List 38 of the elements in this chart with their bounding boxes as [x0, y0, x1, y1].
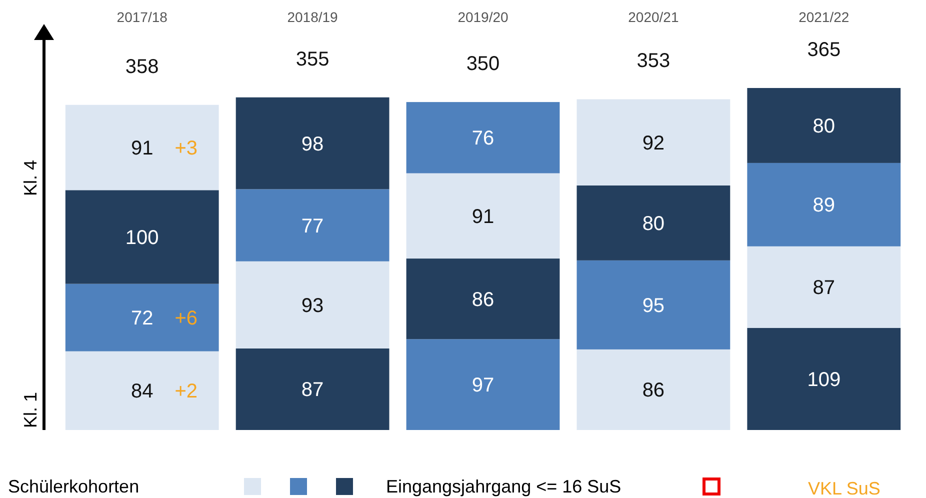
text: Kl. 1: [20, 392, 40, 428]
text: 353: [636, 50, 670, 72]
data-label: 80: [642, 212, 665, 235]
data-label: 86: [642, 380, 665, 402]
annotation: +3: [174, 138, 198, 160]
annotation: +2: [174, 380, 198, 403]
data-label: 80: [812, 115, 836, 138]
data-label: 77: [301, 215, 324, 238]
legend-title: Schülerkohorten: [8, 476, 140, 496]
text: 365: [807, 39, 841, 61]
data-label: 87: [301, 379, 324, 402]
data-label: 92: [642, 132, 665, 154]
data-label: 100: [125, 226, 159, 249]
data-label: 76: [472, 128, 494, 150]
data-label: 91: [130, 138, 154, 160]
data-label: 86: [472, 288, 494, 311]
x-tick-label: 2017/18: [116, 9, 168, 25]
data-label: 97: [472, 374, 494, 397]
data-label: 95: [642, 294, 665, 317]
x-tick-label: 2019/20: [458, 9, 509, 25]
annotation: +6: [174, 308, 198, 330]
text: Kl. 4: [20, 160, 40, 196]
x-tick-label: 2021/22: [798, 9, 850, 25]
data-label: 91: [472, 206, 494, 228]
text: 358: [125, 56, 159, 78]
data-label: 84: [130, 380, 154, 403]
data-label: 109: [807, 368, 841, 391]
data-label: 93: [301, 294, 324, 317]
data-label: 72: [130, 308, 154, 330]
data-label: 98: [301, 133, 324, 156]
x-tick-label: 2018/19: [287, 9, 338, 25]
text: Eingangsjahrgang <= 16 SuS: [386, 476, 622, 496]
text: 355: [296, 48, 330, 70]
x-tick-label: 2020/21: [628, 9, 679, 25]
text: VKL SuS: [808, 478, 880, 498]
data-label: 89: [812, 194, 836, 217]
text: 350: [466, 53, 500, 76]
data-label: 87: [812, 277, 836, 300]
